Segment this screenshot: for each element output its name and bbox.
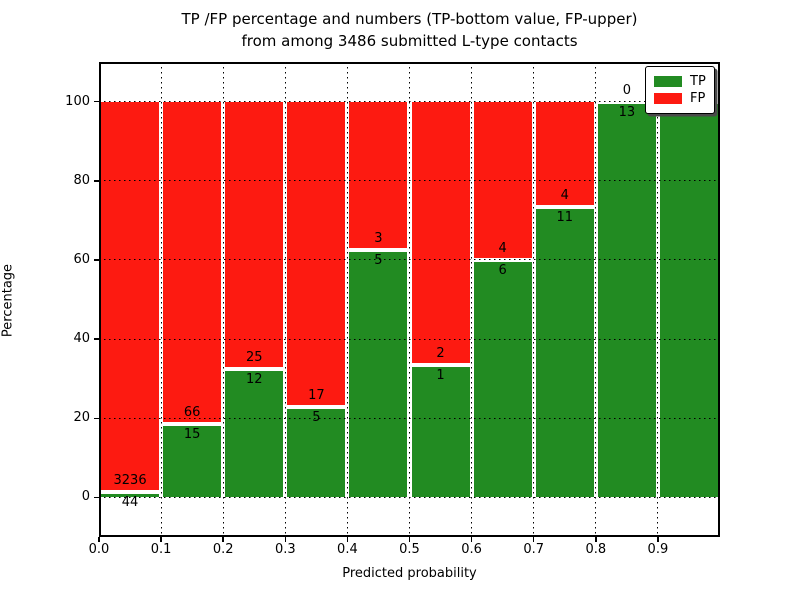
fp-count-label: 0 — [622, 82, 631, 98]
tp-count-label: 12 — [245, 372, 263, 388]
chart-title: TP /FP percentage and numbers (TP-bottom… — [99, 8, 720, 52]
x-gridline — [409, 62, 410, 537]
fp-bar-segment — [409, 101, 472, 366]
fp-count-label: 17 — [308, 388, 325, 404]
tp-count-label: 5 — [374, 253, 383, 269]
x-gridline — [284, 62, 286, 537]
x-tick-mark — [160, 537, 162, 542]
x-tick-mark — [532, 537, 535, 542]
fp-bar-segment — [347, 101, 410, 251]
x-tick-mark — [222, 537, 224, 542]
x-tick-mark — [284, 537, 287, 542]
tp-count-label: 13 — [618, 104, 636, 120]
legend: TP FP — [645, 66, 715, 114]
tp-count-label: 1 — [436, 368, 445, 384]
tp-bar-segment — [285, 407, 348, 498]
x-gridline — [160, 62, 162, 537]
y-tick-mark — [94, 259, 99, 261]
fp-count-label: 25 — [245, 350, 263, 366]
tp-count-label: 44 — [121, 495, 139, 511]
y-tick-label: 80 — [73, 172, 90, 188]
x-tick-label: 0.3 — [274, 542, 296, 557]
x-tick-mark — [408, 537, 411, 542]
legend-label-fp: FP — [690, 90, 706, 106]
x-tick-label: 0.2 — [212, 542, 234, 557]
x-tick-mark — [98, 537, 100, 542]
tp-count-label: 5 — [312, 410, 321, 426]
tp-count-label: 15 — [183, 427, 201, 443]
x-gridline — [533, 62, 535, 537]
tp-bar-segment — [347, 250, 410, 498]
chart-title-line2: from among 3486 submitted L-type contact… — [241, 32, 578, 50]
tp-bar-segment — [223, 369, 286, 498]
fp-count-label: 4 — [498, 240, 507, 256]
tp-count-label: 6 — [498, 262, 507, 278]
x-tick-label: 0.4 — [337, 542, 358, 557]
fp-bar-segment — [285, 101, 348, 408]
x-tick-mark — [470, 537, 473, 542]
x-tick-label: 0.9 — [647, 542, 669, 557]
x-tick-label: 0.6 — [461, 542, 482, 557]
y-tick-mark — [94, 100, 99, 103]
fp-count-label: 3236 — [113, 473, 147, 489]
legend-item-fp: FP — [654, 90, 706, 107]
tp-bar-segment — [533, 207, 596, 498]
x-gridline — [222, 62, 224, 537]
tp-bar-segment — [471, 259, 534, 498]
fp-bar-segment — [533, 101, 596, 208]
fp-count-label: 3 — [374, 231, 383, 247]
x-axis-label: Predicted probability — [342, 566, 477, 581]
legend-item-tp: TP — [654, 73, 706, 90]
x-gridline — [471, 62, 473, 537]
tp-bar-segment — [595, 101, 658, 498]
fp-legend-swatch — [654, 93, 682, 104]
fp-bar-segment — [223, 101, 286, 370]
y-tick-label: 100 — [65, 93, 90, 109]
fp-count-label: 66 — [183, 405, 201, 421]
x-tick-mark — [657, 537, 659, 542]
y-tick-mark — [94, 338, 99, 340]
x-tick-mark — [595, 537, 597, 542]
y-tick-label: 20 — [73, 410, 90, 426]
x-gridline — [595, 62, 597, 537]
x-tick-label: 0.1 — [150, 542, 172, 557]
y-tick-label: 40 — [73, 331, 90, 347]
tp-count-label: 11 — [556, 210, 574, 226]
legend-label-tp: TP — [690, 73, 706, 89]
x-tick-label: 0.8 — [585, 542, 607, 557]
fp-bar-segment — [161, 101, 224, 425]
fp-bar-segment — [99, 101, 162, 493]
tp-legend-swatch — [654, 76, 682, 87]
y-tick-label: 0 — [81, 489, 90, 505]
x-tick-label: 0.7 — [523, 542, 545, 557]
y-tick-label: 60 — [73, 251, 90, 267]
chart-title-line1: TP /FP percentage and numbers (TP-bottom… — [181, 10, 638, 28]
tp-bar-segment — [657, 101, 720, 498]
tp-bar-segment — [409, 365, 472, 498]
tp-bar-segment — [161, 424, 224, 498]
y-tick-mark — [94, 180, 99, 182]
fp-count-label: 2 — [436, 346, 445, 362]
y-axis-label: Percentage — [0, 263, 16, 338]
x-tick-label: 0.5 — [399, 542, 420, 557]
x-tick-label: 0.0 — [88, 542, 110, 557]
x-tick-mark — [346, 537, 349, 542]
plot-area: TP FP 3236446615251217535214641101317 — [99, 62, 720, 537]
fp-count-label: 4 — [560, 188, 569, 204]
y-tick-mark — [94, 417, 99, 419]
x-gridline — [657, 62, 659, 537]
y-tick-mark — [94, 496, 99, 499]
x-gridline — [346, 62, 348, 537]
